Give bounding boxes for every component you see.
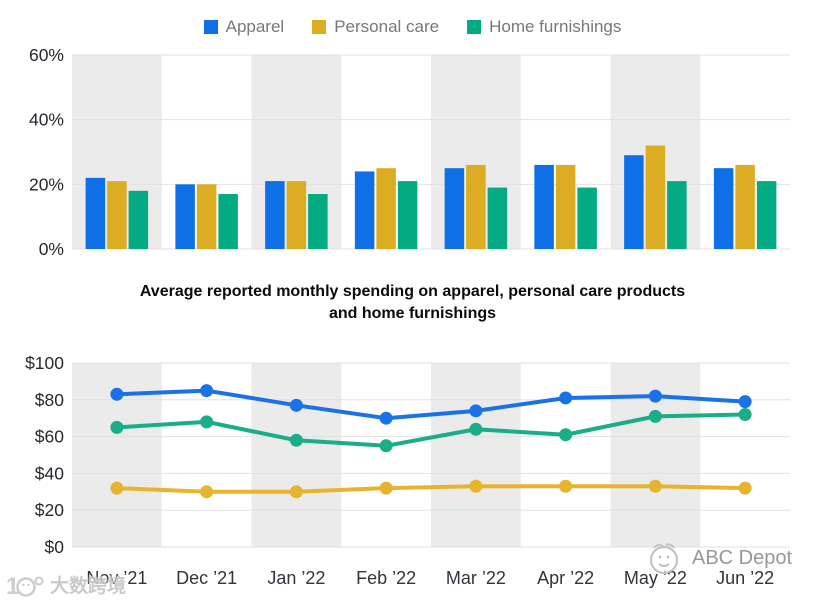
x-tick-label: Dec ’21: [176, 568, 237, 588]
legend-item-apparel: Apparel: [203, 17, 285, 37]
bar-personal-care: [555, 164, 576, 249]
legend-swatch-icon: [312, 20, 327, 34]
legend-item-personal-care: Personal care: [312, 17, 439, 37]
legend-label: Apparel: [225, 17, 285, 36]
bar-apparel: [713, 168, 734, 249]
line-series-home-furnishings: [114, 412, 748, 448]
data-point-apparel: [110, 387, 124, 401]
bar-home-furnishings: [487, 187, 508, 249]
bar-home-furnishings: [756, 181, 777, 249]
y-tick-label: 0%: [39, 239, 64, 259]
plot-band: [251, 363, 342, 547]
legend-label: Personal care: [334, 17, 440, 36]
legend: Apparel Personal care Home furnishings: [0, 17, 825, 37]
bar-apparel: [265, 181, 285, 249]
y-tick-label: $0: [45, 537, 65, 557]
y-tick-label: $40: [35, 463, 64, 483]
legend-swatch-icon: [203, 20, 218, 34]
data-point-apparel: [469, 404, 483, 418]
bar-personal-care: [286, 181, 307, 249]
watermark-left-text: 大数跨境: [50, 576, 127, 597]
chart-title: Average reported monthly spending on app…: [0, 281, 825, 325]
y-tick-label: 40%: [29, 110, 64, 130]
data-point-personal-care: [379, 481, 393, 495]
data-point-apparel: [379, 411, 393, 425]
bar-apparel: [85, 177, 106, 249]
data-point-personal-care: [110, 481, 124, 495]
data-point-apparel: [559, 391, 573, 405]
bar-home-furnishings: [397, 181, 418, 249]
data-point-home-furnishings: [110, 420, 124, 434]
line-chart: $0 $20 $40 $60 $80 $100 Nov ’21 Dec ’21 Jan ’22 F…: [25, 353, 790, 588]
bar-home-furnishings: [218, 194, 238, 249]
y-tick-label: $60: [35, 427, 64, 447]
watermark-right: ABC Depot: [642, 540, 792, 576]
data-point-home-furnishings: [648, 409, 662, 423]
line-series-personal-care: [114, 484, 748, 494]
bar-apparel: [175, 184, 195, 249]
data-point-home-furnishings: [469, 422, 483, 436]
bar-apparel: [444, 168, 465, 249]
bar-personal-care: [376, 168, 396, 249]
x-tick-label: Mar ’22: [446, 568, 506, 588]
y-tick-label: $100: [25, 353, 64, 373]
bar-personal-care: [735, 164, 755, 249]
legend-swatch-icon: [467, 20, 482, 34]
legend-item-home-furnishings: Home furnishings: [467, 17, 621, 37]
bar-home-furnishings: [667, 181, 687, 249]
100-mascot-logo-icon: 1: [6, 573, 44, 598]
bar-personal-care: [645, 145, 666, 249]
data-point-personal-care: [738, 481, 752, 495]
bar-home-furnishings: [308, 194, 328, 249]
data-point-personal-care: [469, 479, 483, 493]
data-point-personal-care: [289, 485, 303, 499]
bar-personal-care: [466, 164, 486, 249]
data-point-personal-care: [648, 479, 662, 493]
data-point-home-furnishings: [559, 428, 573, 442]
watermark-left: 1 大数跨境: [6, 571, 126, 598]
line-series-apparel: [114, 388, 748, 421]
x-tick-label: Nov ’21: [86, 568, 147, 588]
watermark-right-text: ABC Depot: [692, 546, 793, 569]
data-point-home-furnishings: [379, 439, 393, 453]
data-point-personal-care: [200, 485, 214, 499]
y-tick-label: 20%: [29, 174, 64, 194]
data-point-apparel: [200, 384, 214, 398]
chart-title-line1: Average reported monthly spending on app…: [139, 283, 686, 300]
bar-apparel: [534, 164, 554, 249]
svg-text:1: 1: [6, 573, 19, 598]
bar-personal-care: [196, 184, 217, 249]
bar-home-furnishings: [577, 187, 597, 249]
x-tick-label: Jan ’22: [267, 568, 325, 588]
bar-personal-care: [107, 181, 127, 249]
y-tick-label: 60%: [29, 45, 64, 65]
data-point-apparel: [289, 398, 303, 412]
chart-title-line2: and home furnishings: [328, 305, 497, 322]
data-point-home-furnishings: [289, 433, 303, 447]
data-point-personal-care: [559, 479, 573, 493]
scribble-globe-logo-icon: [650, 543, 678, 574]
bar-apparel: [354, 171, 375, 249]
bar-chart: 0% 20% 40% 60%: [29, 45, 790, 259]
data-point-home-furnishings: [738, 408, 752, 422]
data-point-apparel: [648, 389, 662, 403]
x-tick-label: Jun ’22: [716, 568, 774, 588]
y-tick-label: $20: [35, 500, 64, 520]
plot-band: [431, 363, 521, 547]
x-tick-label: May ’22: [624, 568, 687, 588]
x-tick-label: Apr ’22: [537, 568, 594, 588]
data-point-home-furnishings: [200, 415, 214, 429]
legend-label: Home furnishings: [489, 17, 622, 36]
bar-apparel: [624, 155, 644, 249]
data-point-apparel: [738, 395, 752, 409]
x-tick-label: Feb ’22: [356, 568, 416, 588]
y-tick-label: $80: [35, 390, 64, 410]
bar-home-furnishings: [128, 190, 149, 249]
